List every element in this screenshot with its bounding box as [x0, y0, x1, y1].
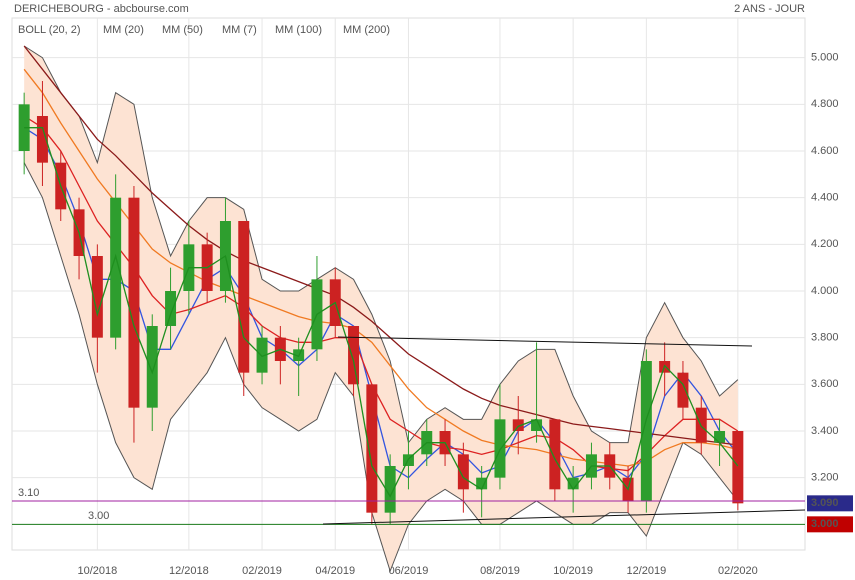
candle-body	[549, 419, 561, 490]
y-tick-label: 3.400	[811, 425, 839, 437]
level-label: 3.00	[88, 510, 109, 522]
y-tick-label: 4.800	[811, 98, 839, 110]
candle-body	[366, 384, 378, 513]
y-tick-label: 4.600	[811, 145, 839, 157]
price-tag	[807, 516, 853, 533]
chart-title: DERICHEBOURG - abcbourse.com	[14, 3, 189, 15]
x-tick-label: 04/2019	[315, 565, 355, 577]
candle-body	[476, 477, 488, 490]
x-tick-label: 02/2019	[242, 565, 282, 577]
legend-entry: BOLL (20, 2)	[18, 24, 81, 36]
candle-body	[128, 197, 140, 408]
candle-body	[36, 116, 48, 163]
trendline	[337, 336, 753, 347]
price-tag-label: 3.090	[811, 497, 839, 509]
candle-body	[91, 256, 103, 338]
y-tick-label: 4.200	[811, 238, 839, 250]
candle-body	[732, 431, 744, 504]
y-tick-label: 3.800	[811, 332, 839, 344]
candle-body	[494, 419, 506, 478]
y-tick-label: 4.400	[811, 192, 839, 204]
candle-body	[146, 326, 158, 408]
legend-entry: MM (50)	[162, 24, 203, 36]
price-tag	[807, 495, 853, 512]
x-tick-label: 10/2019	[553, 565, 593, 577]
price-tag-label: 3.000	[811, 518, 839, 530]
y-tick-label: 3.200	[811, 472, 839, 484]
legend-entry: MM (7)	[222, 24, 257, 36]
y-tick-label: 3.600	[811, 378, 839, 390]
candle-body	[567, 477, 579, 490]
moving-average	[24, 127, 739, 498]
candle-body	[531, 419, 543, 431]
x-tick-label: 10/2018	[77, 565, 117, 577]
x-tick-label: 12/2019	[626, 565, 666, 577]
legend-entry: MM (100)	[275, 24, 322, 36]
period-label: 2 ANS - JOUR	[734, 3, 805, 15]
candle-body	[165, 291, 177, 326]
x-tick-label: 12/2018	[169, 565, 209, 577]
moving-average	[23, 68, 739, 467]
candle-body	[110, 197, 122, 338]
legend-entry: MM (20)	[103, 24, 144, 36]
layers: 3.200 3.400 3.600 3.800 4.000 4.200 4.400 4.600…	[12, 18, 853, 577]
y-tick-label: 4.000	[811, 285, 839, 297]
candle-body	[256, 337, 268, 373]
moving-average	[23, 45, 738, 446]
trendline	[322, 509, 806, 525]
moving-average	[23, 127, 739, 479]
legend-entry: MM (200)	[343, 24, 390, 36]
candle-body	[640, 361, 652, 501]
level-label: 3.10	[18, 487, 39, 499]
y-tick-label: 5.000	[811, 52, 839, 64]
x-tick-label: 02/2020	[718, 565, 758, 577]
x-tick-label: 06/2019	[389, 565, 429, 577]
moving-average	[23, 115, 739, 472]
candle-body	[238, 221, 250, 373]
bollinger-lower	[23, 162, 739, 573]
candle-body	[512, 419, 524, 431]
x-tick-label: 08/2019	[480, 565, 520, 577]
candle-body	[714, 431, 726, 443]
candle-body	[457, 454, 469, 490]
candle-body	[384, 466, 396, 513]
candle-body	[677, 372, 689, 408]
candle-body	[348, 326, 360, 385]
